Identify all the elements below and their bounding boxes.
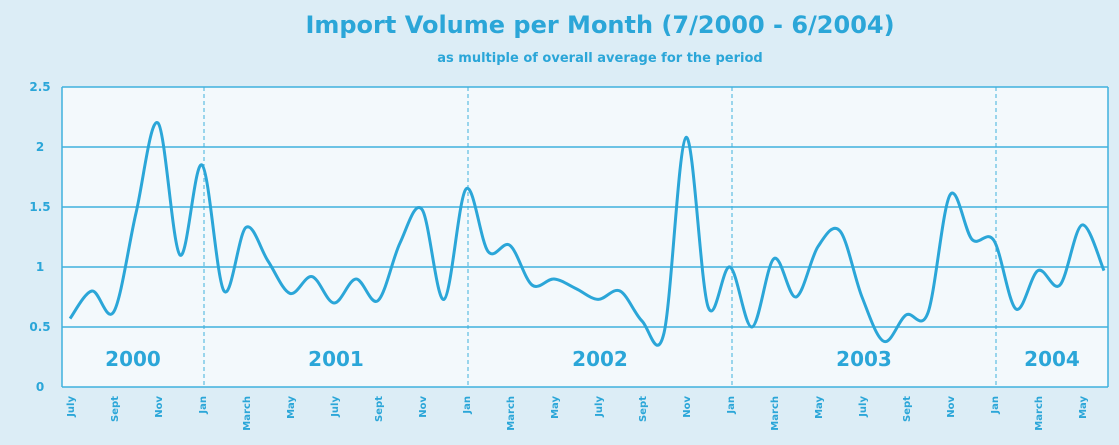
x-tick-label: Sept [110, 396, 121, 422]
x-tick-label: March [506, 396, 517, 431]
x-tick-label: July [330, 396, 341, 418]
year-label: 2003 [836, 347, 892, 371]
x-tick-label: Sept [374, 396, 385, 422]
year-label: 2000 [105, 347, 161, 371]
x-tick-label: Jan [990, 396, 1001, 415]
y-tick-label: 1 [36, 260, 44, 274]
chart-title: Import Volume per Month (7/2000 - 6/2004… [305, 11, 894, 39]
x-tick-label: Jan [726, 396, 737, 415]
x-tick-label: July [66, 396, 77, 418]
y-tick-label: 0.5 [29, 320, 50, 334]
x-tick-label: Nov [946, 396, 957, 418]
x-tick-label: Jan [462, 396, 473, 415]
chart-subtitle: as multiple of overall average for the p… [437, 51, 762, 66]
x-tick-label: May [286, 396, 297, 419]
x-tick-label: July [858, 396, 869, 418]
x-tick-label: May [550, 396, 561, 419]
x-tick-label: March [242, 396, 253, 431]
y-tick-label: 2.5 [29, 80, 50, 94]
x-tick-label: Nov [682, 396, 693, 418]
data-line [68, 121, 1106, 347]
x-tick-label: March [770, 396, 781, 431]
year-label: 2004 [1024, 347, 1080, 371]
y-tick-label: 0 [36, 380, 44, 394]
y-tick-label: 1.5 [29, 200, 50, 214]
y-tick-label: 2 [36, 140, 44, 154]
x-tick-label: Sept [902, 396, 913, 422]
plot-area [62, 87, 1108, 387]
x-tick-label: Nov [154, 396, 165, 418]
x-tick-label: May [1078, 396, 1089, 419]
x-tick-label: July [594, 396, 605, 418]
x-tick-label: Sept [638, 396, 649, 422]
year-label: 2002 [572, 347, 628, 371]
x-tick-label: May [814, 396, 825, 419]
x-tick-label: Jan [198, 396, 209, 415]
x-tick-label: Nov [418, 396, 429, 418]
year-label: 2001 [308, 347, 364, 371]
x-tick-label: March [1034, 396, 1045, 431]
